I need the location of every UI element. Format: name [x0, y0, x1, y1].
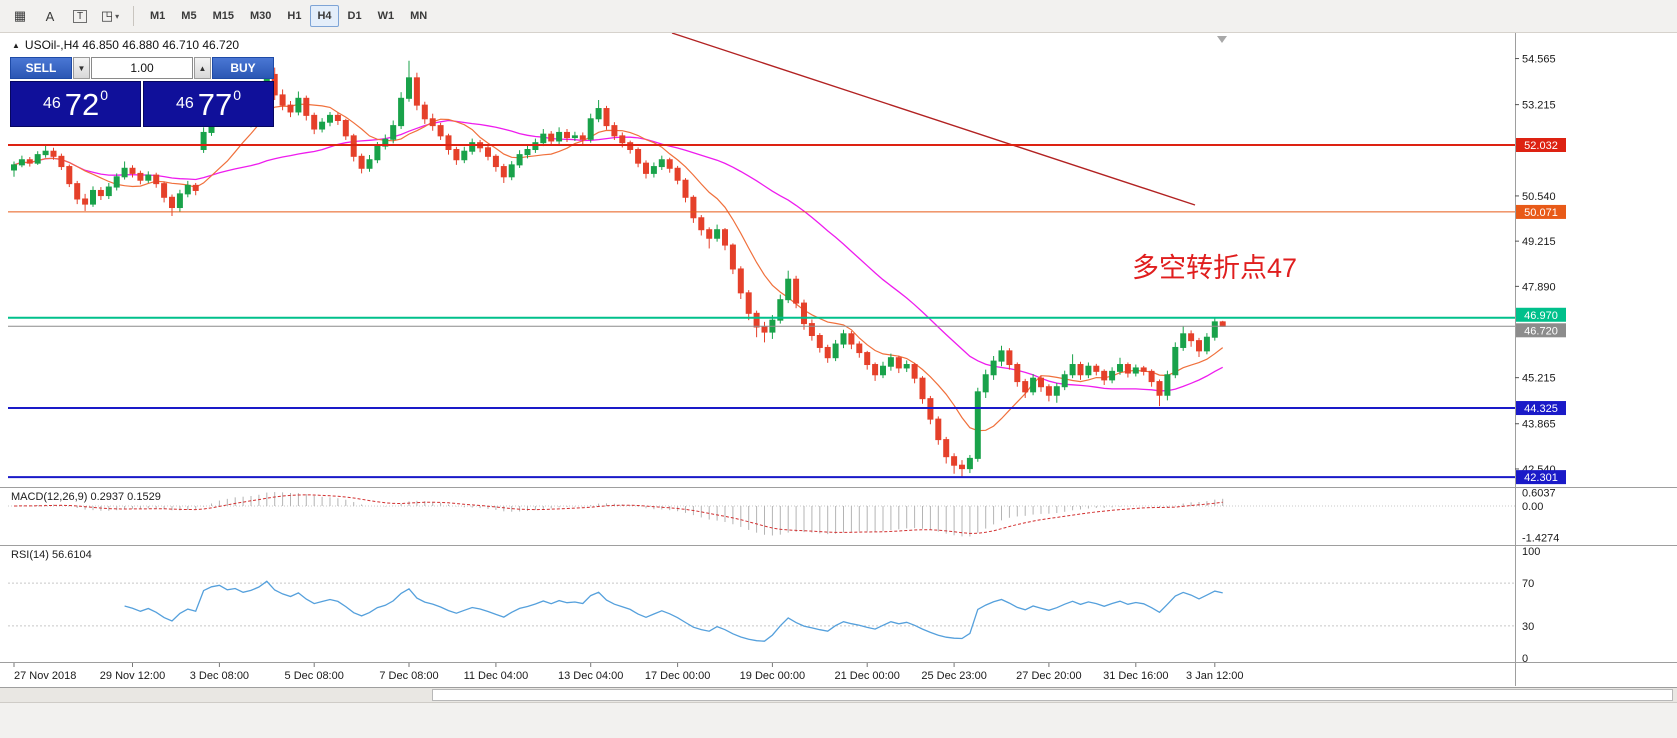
svg-text:3 Dec 08:00: 3 Dec 08:00: [190, 670, 249, 682]
shapes-tool-button[interactable]: ◳ ▾: [96, 3, 124, 29]
buy-price-pipette: 0: [233, 87, 242, 103]
timeframe-m15-button[interactable]: M15: [206, 5, 241, 27]
rsi-indicator-label: RSI(14) 56.6104: [11, 549, 92, 561]
sell-price-pipette: 0: [100, 87, 109, 103]
svg-text:50.540: 50.540: [1522, 191, 1556, 203]
svg-text:30: 30: [1522, 621, 1534, 633]
rsi-panel: 100 70 30 0: [8, 546, 1540, 665]
time-axis[interactable]: [0, 663, 1516, 686]
svg-text:46.970: 46.970: [1524, 310, 1558, 322]
svg-text:27 Dec 20:00: 27 Dec 20:00: [1016, 670, 1081, 682]
shift-marker-icon: [1217, 36, 1227, 43]
timeframe-m5-button[interactable]: M5: [174, 5, 203, 27]
buy-price-whole: 46: [175, 95, 194, 112]
svg-text:25 Dec 23:00: 25 Dec 23:00: [921, 670, 986, 682]
svg-text:100: 100: [1522, 546, 1540, 558]
timeframe-w1-button[interactable]: W1: [371, 5, 402, 27]
collapse-arrow-icon[interactable]: ▲: [12, 40, 20, 50]
pattern-grid-icon: ▦: [13, 8, 27, 23]
bottom-scrollbar[interactable]: [0, 687, 1677, 702]
price-axis[interactable]: [1516, 33, 1677, 686]
svg-text:0: 0: [1522, 653, 1528, 665]
svg-text:19 Dec 00:00: 19 Dec 00:00: [740, 670, 805, 682]
buy-price-display[interactable]: 46 77 0: [143, 81, 274, 127]
sell-price-display[interactable]: 46 72 0: [10, 81, 141, 127]
price-tags: 52.032 50.071 46.970 46.720 44.325 42.301: [1516, 138, 1566, 485]
text-tool-icon: T: [72, 9, 88, 23]
timeframe-m1-button[interactable]: M1: [143, 5, 172, 27]
shapes-icon: ◳: [100, 8, 114, 23]
svg-text:3 Jan 12:00: 3 Jan 12:00: [1186, 670, 1244, 682]
buy-price-pips: 77: [197, 86, 233, 122]
svg-text:46.720: 46.720: [1524, 325, 1558, 337]
buy-button[interactable]: BUY: [212, 57, 274, 79]
one-click-trading-panel: SELL ▼ ▲ BUY 46 72 0 46 77 0: [10, 57, 274, 127]
svg-text:0.00: 0.00: [1522, 501, 1543, 513]
sell-price-whole: 46: [42, 95, 61, 112]
svg-text:31 Dec 16:00: 31 Dec 16:00: [1103, 670, 1168, 682]
svg-text:17 Dec 00:00: 17 Dec 00:00: [645, 670, 710, 682]
svg-text:47.890: 47.890: [1522, 281, 1556, 293]
timeframe-m30-button[interactable]: M30: [243, 5, 278, 27]
trendline: [671, 32, 1196, 206]
price-lines: [8, 144, 1515, 479]
timeframe-h4-button[interactable]: H4: [310, 5, 339, 27]
bottom-window-edge: [0, 702, 1677, 738]
bottom-scrollbar-track[interactable]: [432, 689, 1673, 701]
toolbar-separator: [133, 6, 134, 26]
svg-text:21 Dec 00:00: 21 Dec 00:00: [834, 670, 899, 682]
svg-text:53.215: 53.215: [1522, 100, 1556, 112]
volume-input[interactable]: [91, 57, 193, 79]
svg-text:29 Nov 12:00: 29 Nov 12:00: [100, 670, 165, 682]
svg-text:-1.4274: -1.4274: [1522, 532, 1559, 544]
svg-text:27 Nov 2018: 27 Nov 2018: [14, 670, 76, 682]
trade-panel-controls: SELL ▼ ▲ BUY: [10, 57, 274, 79]
macd-indicator-label: MACD(12,26,9) 0.2937 0.1529: [11, 491, 161, 503]
sell-button[interactable]: SELL: [10, 57, 72, 79]
svg-text:43.865: 43.865: [1522, 419, 1556, 431]
svg-text:13 Dec 04:00: 13 Dec 04:00: [558, 670, 623, 682]
top-toolbar: ▦ A T ◳ ▾ M1 M5 M15 M30 H1 H4 D1 W1 MN: [0, 0, 1677, 33]
svg-text:54.565: 54.565: [1522, 54, 1556, 66]
trade-panel-prices: 46 72 0 46 77 0: [10, 81, 274, 127]
svg-text:11 Dec 04:00: 11 Dec 04:00: [464, 670, 529, 682]
moving-averages: [13, 103, 1224, 432]
panel-separators: [0, 33, 1677, 686]
svg-text:0.6037: 0.6037: [1522, 488, 1556, 500]
symbol-ohlc-text: USOil-,H4 46.850 46.880 46.710 46.720: [24, 38, 240, 52]
chart-canvas[interactable]: [8, 33, 1515, 663]
svg-text:42.301: 42.301: [1524, 472, 1558, 484]
label-tool-button[interactable]: A: [36, 3, 64, 29]
chart-annotation-text: 多空转折点47: [1132, 253, 1298, 283]
svg-text:7 Dec 08:00: 7 Dec 08:00: [379, 670, 438, 682]
timeframe-d1-button[interactable]: D1: [341, 5, 369, 27]
svg-text:44.325: 44.325: [1524, 403, 1558, 415]
svg-text:5 Dec 08:00: 5 Dec 08:00: [285, 670, 344, 682]
volume-decrease-button[interactable]: ▼: [73, 57, 90, 79]
time-axis-labels: 27 Nov 2018 29 Nov 12:00 3 Dec 08:00 5 Dec …: [13, 663, 1244, 682]
text-tool-button[interactable]: T: [66, 3, 94, 29]
sell-price-pips: 72: [64, 86, 100, 122]
price-axis-labels: 54.565 53.215 50.540 49.215 47.890 45.215 43.8…: [1515, 54, 1556, 476]
volume-increase-button[interactable]: ▲: [194, 57, 211, 79]
pattern-tool-button[interactable]: ▦: [6, 3, 34, 29]
svg-text:45.215: 45.215: [1522, 373, 1556, 385]
chevron-down-icon: ▾: [115, 11, 120, 21]
label-a-icon: A: [45, 8, 55, 24]
timeframe-h1-button[interactable]: H1: [280, 5, 308, 27]
svg-text:49.215: 49.215: [1522, 236, 1556, 248]
svg-text:50.071: 50.071: [1524, 207, 1558, 219]
svg-text:52.032: 52.032: [1524, 140, 1558, 152]
svg-text:70: 70: [1522, 578, 1534, 590]
timeframe-mn-button[interactable]: MN: [403, 5, 434, 27]
symbol-ohlc-header: ▲ USOil-,H4 46.850 46.880 46.710 46.720: [12, 38, 239, 52]
